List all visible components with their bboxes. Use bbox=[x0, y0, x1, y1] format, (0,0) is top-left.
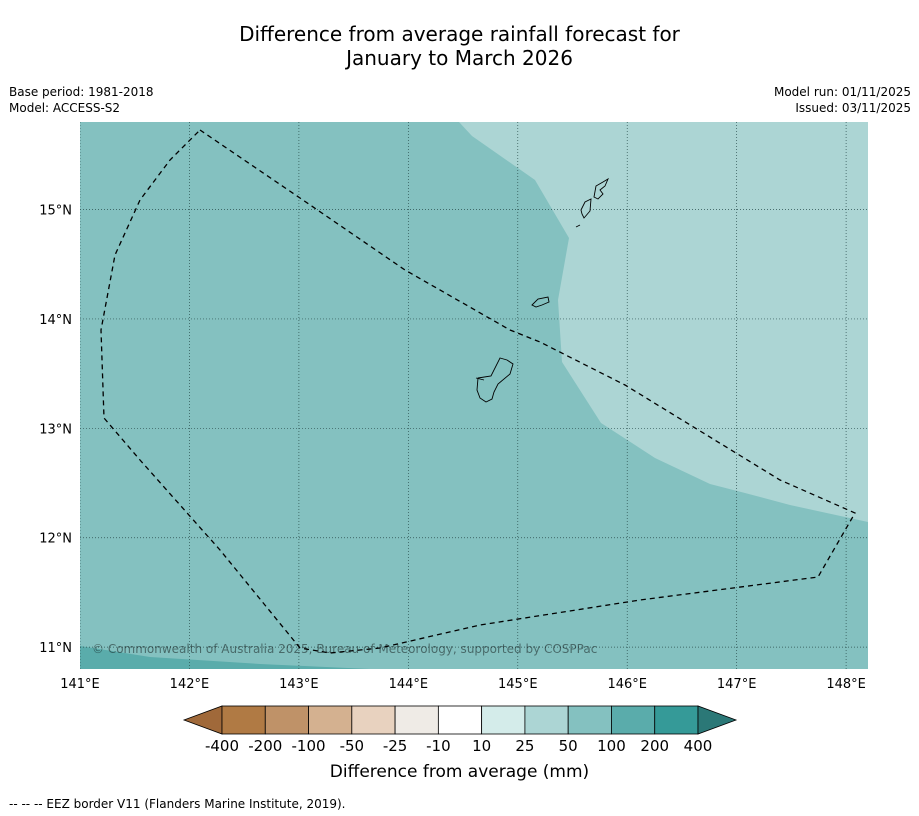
model-run: Model run: 01/11/2025 bbox=[773, 85, 911, 99]
title-line-1: Difference from average rainfall forecas… bbox=[239, 22, 680, 46]
colorbar-box bbox=[481, 705, 526, 735]
lon-tick-label: 144°E bbox=[389, 677, 429, 692]
colorbar-box bbox=[394, 705, 439, 735]
colorbar-tick-label: -25 bbox=[383, 737, 408, 755]
colorbar-extend-low bbox=[182, 705, 223, 735]
rota-island bbox=[531, 296, 550, 308]
lon-tick-label: 143°E bbox=[279, 677, 319, 692]
issued-date: Issued: 03/11/2025 bbox=[795, 101, 911, 115]
meta-right: Model run: 01/11/2025 Issued: 03/11/2025 bbox=[774, 84, 911, 116]
latitude-labels: 15°N 14°N 13°N 12°N 11°N bbox=[39, 204, 72, 657]
colorbar-box bbox=[221, 705, 266, 735]
guam-island bbox=[476, 357, 514, 403]
lon-tick-label: 148°E bbox=[826, 677, 866, 692]
lat-tick-label: 14°N bbox=[39, 313, 72, 328]
lat-tick-label: 12°N bbox=[39, 532, 72, 547]
eez-border bbox=[100, 129, 856, 654]
colorbar: -400 -200 -100 -50 -25 -10 10 25 50 100 200 400 bbox=[182, 705, 738, 755]
colorbar-box bbox=[524, 705, 569, 735]
rain-100-200-region bbox=[80, 646, 370, 669]
colorbar-tick-label: -200 bbox=[248, 737, 282, 755]
lon-tick-label: 142°E bbox=[170, 677, 210, 692]
colorbar-label: Difference from average (mm) bbox=[329, 762, 590, 782]
colorbar-tick-label: 400 bbox=[684, 737, 713, 755]
model-name: Model: ACCESS-S2 bbox=[9, 101, 121, 115]
colorbar-tick-label: -50 bbox=[340, 737, 365, 755]
aguijan-island bbox=[575, 224, 581, 228]
colorbar-tick-label: 10 bbox=[472, 737, 491, 755]
lon-tick-label: 145°E bbox=[498, 677, 538, 692]
colorbar-tick-label: 25 bbox=[515, 737, 534, 755]
lon-tick-label: 147°E bbox=[717, 677, 757, 692]
chart-title: Difference from average rainfall forecas… bbox=[0, 22, 919, 70]
colorbar-box bbox=[351, 705, 396, 735]
copyright-text: © Commonwealth of Australia 2025, Bureau… bbox=[92, 642, 597, 656]
map-panel: © Commonwealth of Australia 2025, Bureau… bbox=[80, 122, 868, 669]
meta-left: Base period: 1981-2018 Model: ACCESS-S2 bbox=[9, 84, 154, 116]
guam-island-cape bbox=[475, 377, 485, 381]
title-line-2: January to March 2026 bbox=[346, 46, 573, 70]
saipan-island bbox=[593, 177, 609, 200]
base-period: Base period: 1981-2018 bbox=[9, 85, 154, 99]
lat-tick-label: 13°N bbox=[39, 422, 72, 437]
colorbar-tick-label: -10 bbox=[426, 737, 451, 755]
colorbar-tick-label: 200 bbox=[640, 737, 669, 755]
colorbar-tick-label: -100 bbox=[292, 737, 326, 755]
colorbar-tick-label: 100 bbox=[597, 737, 626, 755]
colorbar-box bbox=[654, 705, 699, 735]
eez-footnote: -- -- -- EEZ border V11 (Flanders Marine… bbox=[9, 797, 346, 811]
colorbar-box bbox=[611, 705, 656, 735]
tinian-island bbox=[580, 198, 592, 219]
colorbar-box bbox=[308, 705, 353, 735]
colorbar-tick-label: 50 bbox=[559, 737, 578, 755]
longitude-labels: 141°E 142°E 143°E 144°E 145°E 146°E 147°E 148°E bbox=[60, 677, 866, 692]
colorbar-box bbox=[437, 705, 483, 735]
colorbar-tick-label: -400 bbox=[205, 737, 239, 755]
lon-tick-label: 141°E bbox=[60, 677, 100, 692]
lon-tick-label: 146°E bbox=[607, 677, 647, 692]
lat-tick-label: 11°N bbox=[39, 641, 72, 656]
lat-tick-label: 15°N bbox=[39, 204, 72, 219]
rain-25-50-region bbox=[459, 122, 868, 522]
gridlines bbox=[80, 122, 868, 669]
colorbar-extend-high bbox=[697, 705, 738, 735]
colorbar-box bbox=[264, 705, 309, 735]
colorbar-box bbox=[567, 705, 612, 735]
